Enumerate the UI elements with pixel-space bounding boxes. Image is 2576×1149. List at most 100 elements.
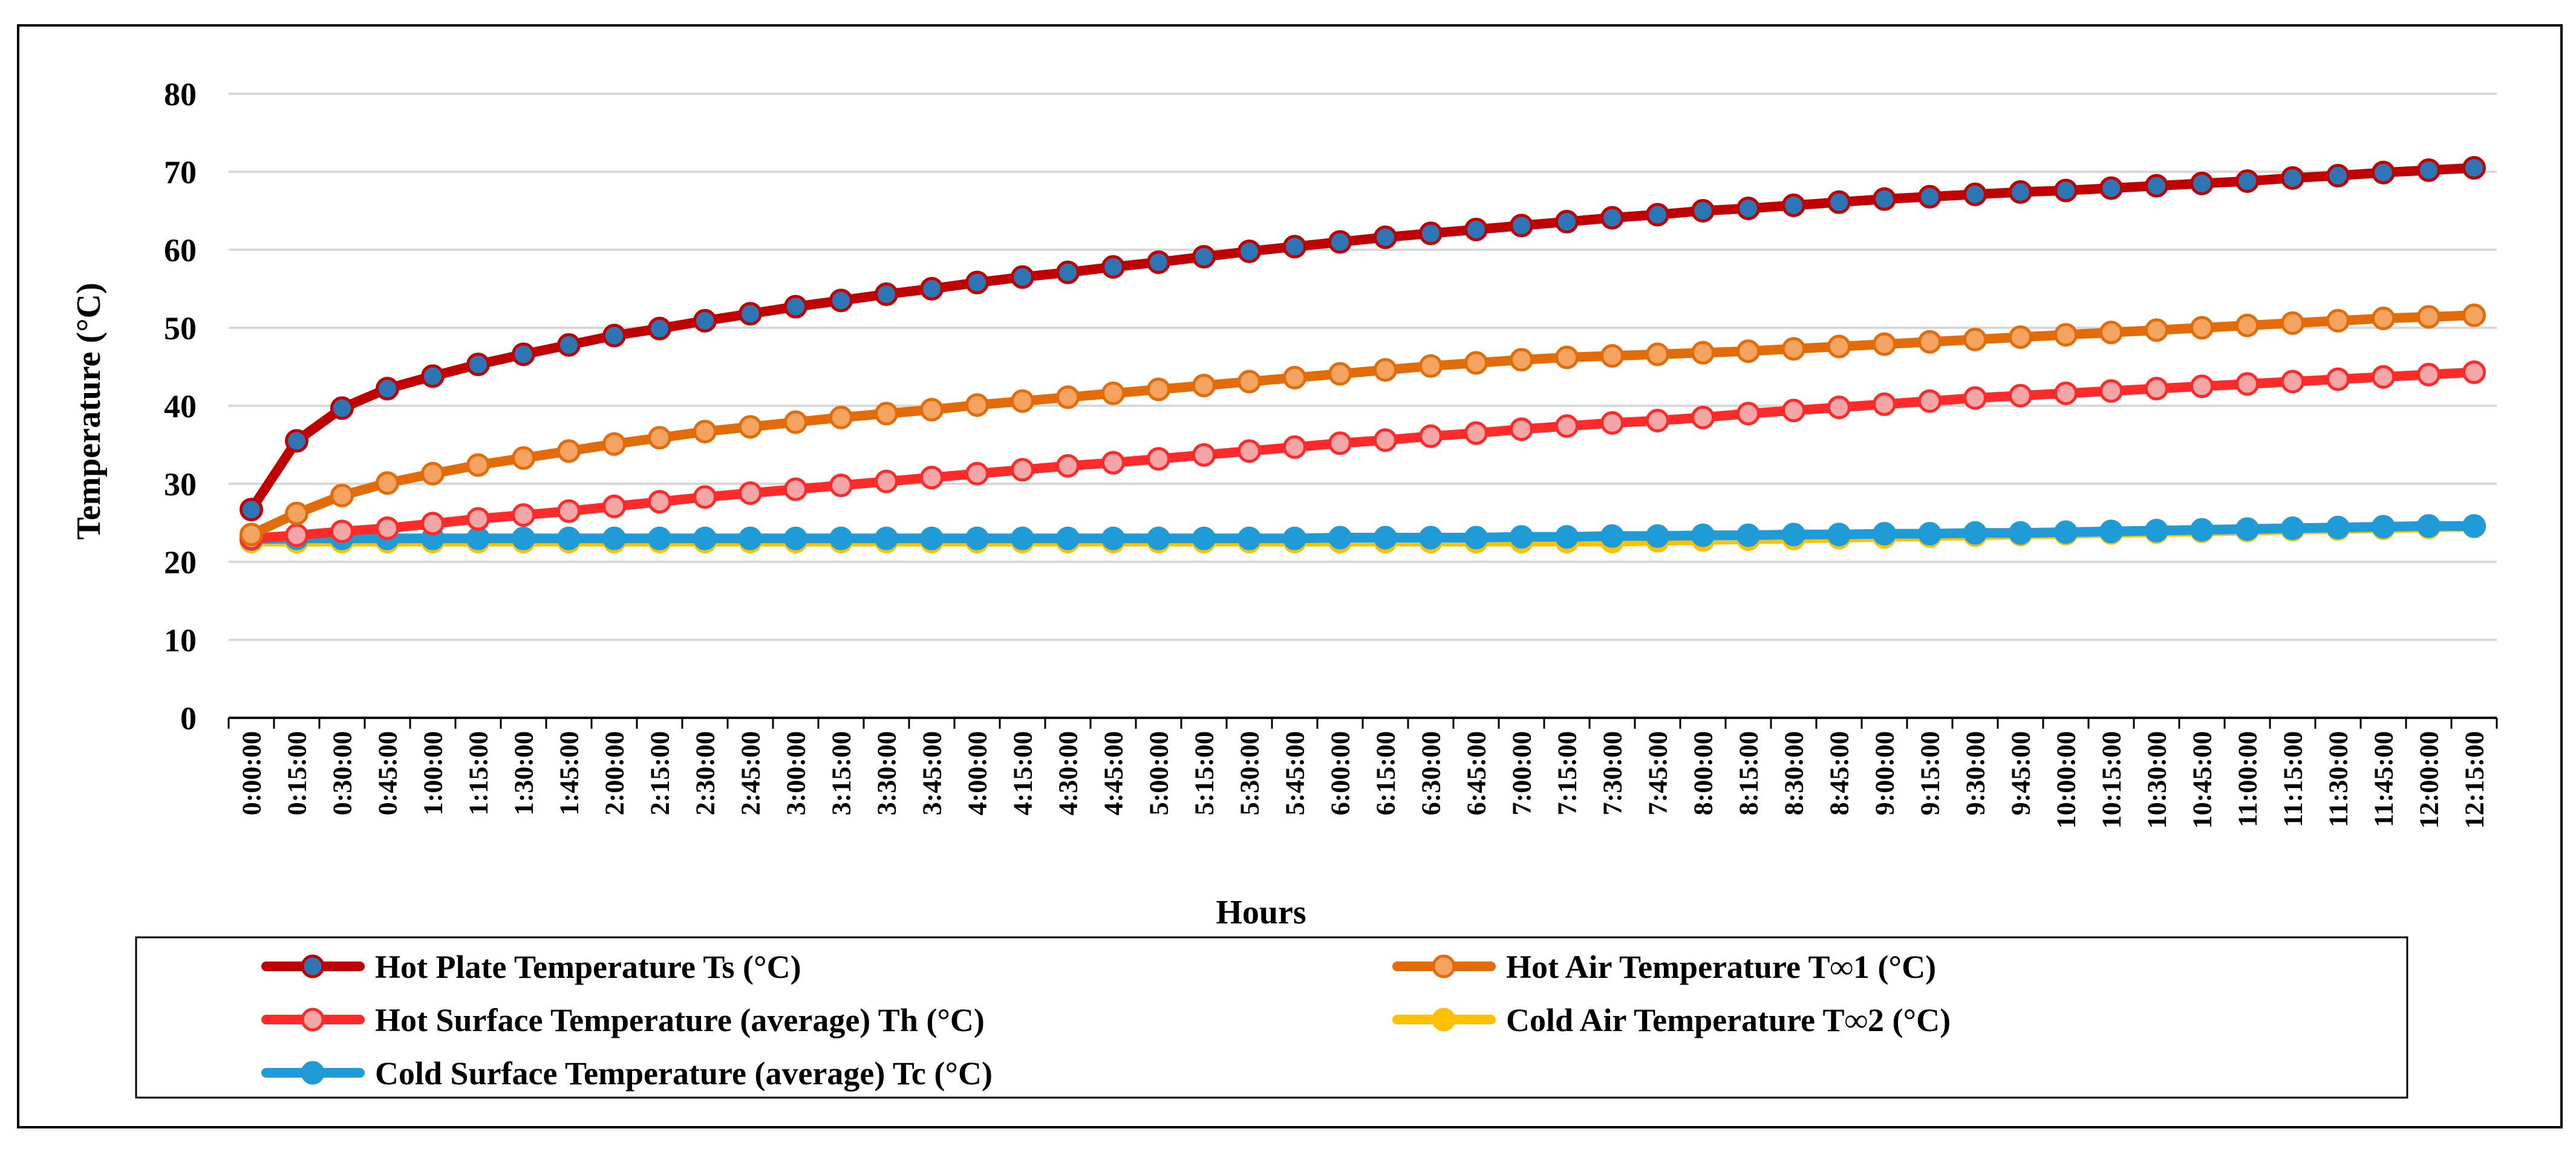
x-tick-label: 11:15:00 bbox=[2278, 731, 2308, 827]
data-point bbox=[1827, 190, 1851, 214]
data-point bbox=[1736, 523, 1760, 547]
x-tick-label: 6:45:00 bbox=[1462, 731, 1492, 815]
data-point bbox=[1464, 421, 1488, 445]
x-tick-label: 11:45:00 bbox=[2369, 731, 2399, 827]
data-point bbox=[829, 405, 853, 429]
data-point bbox=[466, 353, 490, 377]
data-point bbox=[2099, 379, 2123, 403]
y-tick-label: 0 bbox=[180, 700, 197, 737]
data-point bbox=[1782, 399, 1805, 423]
data-point bbox=[1237, 526, 1261, 550]
data-point bbox=[2326, 367, 2350, 391]
x-tick-label: 8:15:00 bbox=[1734, 731, 1764, 815]
data-point bbox=[739, 526, 762, 550]
data-point bbox=[2009, 325, 2032, 349]
data-point bbox=[2462, 360, 2486, 385]
data-point bbox=[1147, 447, 1170, 471]
data-point bbox=[1374, 526, 1397, 550]
x-tick-label: 1:00:00 bbox=[419, 731, 448, 815]
data-point bbox=[920, 466, 944, 490]
data-point bbox=[330, 396, 354, 420]
data-point bbox=[2372, 160, 2395, 184]
data-point bbox=[1600, 343, 1624, 368]
data-point bbox=[2054, 381, 2078, 405]
data-point bbox=[1464, 526, 1488, 550]
legend-swatch-marker bbox=[301, 1007, 325, 1032]
data-point bbox=[466, 507, 490, 531]
data-point bbox=[1691, 523, 1715, 547]
data-point bbox=[1600, 411, 1624, 435]
data-point bbox=[2145, 518, 2168, 542]
data-point bbox=[602, 324, 626, 348]
data-point bbox=[1646, 524, 1669, 548]
data-point bbox=[1873, 522, 1896, 546]
data-point bbox=[376, 516, 399, 541]
x-tick-label: 8:30:00 bbox=[1779, 731, 1809, 815]
data-point bbox=[1192, 245, 1216, 269]
data-point bbox=[512, 526, 535, 550]
data-point bbox=[2462, 156, 2486, 180]
data-point bbox=[1646, 342, 1669, 366]
data-point bbox=[376, 471, 399, 495]
data-point bbox=[2462, 303, 2486, 327]
x-tick-label: 9:45:00 bbox=[2006, 731, 2036, 815]
legend: Hot Plate Temperature Ts (°C) Hot Air Tem… bbox=[261, 949, 1951, 1092]
data-point bbox=[2190, 374, 2214, 399]
data-point bbox=[1237, 239, 1261, 264]
data-point bbox=[1192, 373, 1216, 397]
data-point bbox=[1011, 526, 1034, 550]
legend-item-4: Cold Surface Temperature (average) Tc (°… bbox=[261, 1055, 993, 1092]
data-point bbox=[1374, 358, 1397, 382]
data-point bbox=[2372, 365, 2395, 389]
data-point bbox=[693, 420, 717, 444]
data-point bbox=[1555, 525, 1579, 549]
data-point bbox=[784, 526, 807, 550]
x-tick-label: 0:15:00 bbox=[282, 731, 312, 815]
data-point bbox=[1374, 428, 1397, 452]
y-tick-label: 80 bbox=[164, 76, 197, 112]
data-point bbox=[285, 501, 308, 526]
data-point bbox=[2054, 323, 2078, 347]
data-point bbox=[1011, 265, 1034, 289]
data-point bbox=[1283, 235, 1306, 259]
data-point bbox=[2054, 178, 2078, 203]
data-point bbox=[1510, 213, 1533, 238]
data-point bbox=[2099, 519, 2123, 544]
data-point bbox=[829, 474, 853, 498]
legend-item-3: Cold Air Temperature T∞2 (°C) bbox=[1392, 1002, 1951, 1038]
x-tick-label: 1:45:00 bbox=[555, 731, 584, 815]
data-point bbox=[1873, 392, 1896, 416]
data-point bbox=[240, 498, 263, 522]
data-point bbox=[2281, 311, 2304, 335]
x-tick-label: 1:30:00 bbox=[509, 731, 539, 815]
legend-swatch-marker bbox=[301, 954, 325, 978]
data-point bbox=[1419, 526, 1443, 550]
data-point bbox=[1011, 458, 1034, 482]
y-tick-label: 70 bbox=[164, 154, 197, 190]
data-point bbox=[1736, 402, 1760, 426]
data-point bbox=[739, 415, 762, 439]
data-point bbox=[1147, 250, 1170, 275]
data-point bbox=[1237, 369, 1261, 394]
data-point bbox=[2326, 515, 2350, 539]
data-point bbox=[1555, 414, 1579, 438]
x-tick-label: 4:15:00 bbox=[1008, 731, 1038, 815]
x-tick-label: 7:15:00 bbox=[1553, 731, 1582, 815]
data-point bbox=[1056, 260, 1080, 284]
legend-label: Hot Plate Temperature Ts (°C) bbox=[375, 949, 801, 985]
data-point bbox=[421, 512, 445, 536]
x-tick-label: 5:30:00 bbox=[1235, 731, 1265, 815]
y-tick-label: 60 bbox=[164, 232, 197, 269]
data-point bbox=[1510, 417, 1533, 441]
data-point bbox=[2235, 372, 2259, 396]
data-point bbox=[1056, 526, 1080, 550]
data-point bbox=[875, 526, 898, 550]
x-tick-label: 9:30:00 bbox=[1961, 731, 1991, 815]
data-point bbox=[1101, 381, 1125, 405]
data-point bbox=[2281, 166, 2304, 190]
data-point bbox=[1691, 199, 1715, 223]
series-group-1 bbox=[240, 303, 2486, 547]
y-axis-label: Temperature (°C) bbox=[70, 282, 108, 539]
x-tick-label: 9:15:00 bbox=[1916, 731, 1945, 815]
